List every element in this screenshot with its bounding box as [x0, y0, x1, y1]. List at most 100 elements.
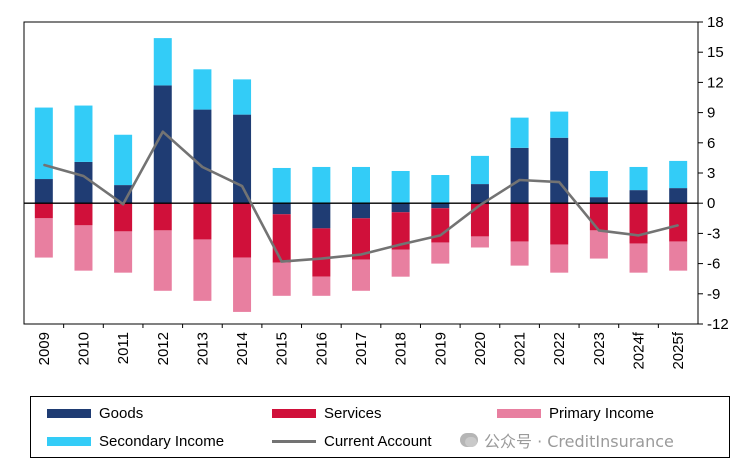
- point-current-account-2025f: [677, 224, 679, 227]
- x-tick-label-2025f: 2025f: [670, 331, 687, 369]
- bar-goods-2010: [74, 161, 93, 204]
- legend-swatch-services: [272, 408, 316, 418]
- bar-services-2012: [153, 203, 172, 231]
- point-current-account-2021: [518, 179, 521, 181]
- point-current-account-2019: [439, 234, 442, 237]
- bar-primary-income-2021: [510, 241, 529, 266]
- x-tick-label-2019: 2019: [432, 332, 449, 365]
- bar-services-2015: [272, 214, 291, 263]
- legend: Goods Services Primary Income Secondary …: [30, 396, 730, 458]
- bar-secondary-income-2015: [272, 167, 291, 204]
- bar-secondary-income-2010: [74, 105, 93, 162]
- bar-primary-income-2025f: [669, 241, 688, 271]
- y-tick-label-0: 0: [707, 195, 715, 212]
- bar-primary-income-2016: [312, 276, 331, 296]
- bar-primary-income-2023: [589, 230, 608, 259]
- bar-goods-2012: [153, 85, 172, 204]
- bar-secondary-income-2021: [510, 117, 529, 148]
- point-current-account-2022: [558, 181, 561, 183]
- bar-secondary-income-2012: [153, 38, 172, 86]
- x-tick-label-2013: 2013: [194, 332, 211, 365]
- bar-primary-income-2014: [233, 257, 252, 312]
- bar-goods-2013: [193, 109, 212, 204]
- bar-services-2011: [114, 203, 133, 232]
- bar-goods-2021: [510, 147, 529, 204]
- bar-secondary-income-2019: [431, 175, 450, 204]
- point-current-account-2017: [360, 253, 362, 256]
- bar-services-2023: [589, 203, 608, 231]
- point-current-account-2014: [241, 185, 243, 187]
- point-current-account-2016: [320, 257, 323, 260]
- bar-goods-2015: [272, 203, 291, 215]
- bar-primary-income-2019: [431, 242, 450, 264]
- bar-services-2009: [34, 203, 53, 219]
- bar-secondary-income-2023: [589, 170, 608, 198]
- bar-services-2014: [233, 203, 252, 258]
- bar-primary-income-2009: [34, 218, 53, 258]
- y-tick-label-12: 12: [707, 74, 724, 91]
- bar-secondary-income-2025f: [669, 160, 688, 189]
- point-current-account-2010: [82, 175, 85, 177]
- x-tick-label-2020: 2020: [472, 332, 489, 365]
- legend-swatch-current-account: [272, 439, 316, 443]
- legend-label-primary-income: Primary Income: [549, 404, 655, 422]
- bar-services-2019: [431, 208, 450, 243]
- x-tick-label-2017: 2017: [353, 332, 370, 365]
- x-tick-label-2015: 2015: [274, 332, 291, 365]
- legend-item-secondary-income: Secondary Income: [47, 430, 224, 452]
- bar-services-2018: [391, 212, 410, 250]
- x-tick-label-2010: 2010: [75, 332, 92, 365]
- x-tick-label-2018: 2018: [393, 332, 410, 365]
- bar-services-2022: [550, 203, 569, 245]
- point-current-account-2020: [479, 204, 481, 207]
- point-current-account-2015: [280, 260, 283, 263]
- bar-goods-2025f: [669, 188, 688, 204]
- bar-primary-income-2011: [114, 231, 133, 273]
- bar-goods-2022: [550, 137, 569, 204]
- bar-secondary-income-2022: [550, 111, 569, 138]
- x-tick-label-2014: 2014: [234, 332, 251, 365]
- bar-goods-2018: [391, 203, 410, 213]
- y-tick-label-3: 3: [707, 165, 715, 182]
- chart: 18 15 12 9 6 3 0 -3 -6 -9 -12 2009 2010 2011 2012 2013 2…: [23, 14, 729, 370]
- bar-secondary-income-2020: [470, 155, 489, 185]
- legend-label-goods: Goods: [99, 404, 144, 422]
- legend-item-primary-income: Primary Income: [497, 402, 654, 424]
- watermark-text: 公众号 · CreditInsurance: [484, 432, 674, 451]
- bar-services-2024f: [629, 203, 648, 244]
- bar-secondary-income-2011: [114, 134, 133, 186]
- legend-label-current-account: Current Account: [324, 432, 432, 450]
- legend-item-services: Services: [272, 402, 382, 424]
- bar-services-2021: [510, 203, 529, 242]
- bar-primary-income-2018: [391, 249, 410, 277]
- bar-goods-2016: [312, 203, 331, 229]
- x-tick-label-2011: 2011: [115, 332, 132, 364]
- bar-goods-2019: [431, 203, 450, 209]
- x-tick-label-2021: 2021: [512, 332, 529, 365]
- point-current-account-2024f: [637, 234, 640, 237]
- x-tick-label-2022: 2022: [551, 332, 568, 365]
- y-tick-label--12: -12: [707, 316, 729, 333]
- bar-services-2017: [352, 218, 370, 260]
- x-tick-label-2016: 2016: [313, 332, 330, 365]
- bar-services-2025f: [669, 203, 688, 242]
- bar-services-2016: [312, 228, 331, 277]
- bar-secondary-income-2024f: [629, 166, 648, 191]
- legend-item-goods: Goods: [47, 402, 143, 424]
- bar-primary-income-2017: [352, 259, 370, 291]
- bar-services-2013: [193, 203, 212, 240]
- bar-goods-2017: [352, 203, 370, 219]
- point-current-account-2013: [201, 166, 204, 168]
- x-tick-label-2024f: 2024f: [631, 331, 648, 369]
- bar-secondary-income-2016: [312, 166, 331, 204]
- bar-goods-2020: [470, 184, 489, 204]
- bar-primary-income-2015: [272, 262, 291, 296]
- bar-goods-2024f: [629, 190, 648, 204]
- bar-primary-income-2020: [470, 236, 489, 248]
- legend-swatch-goods: [47, 408, 91, 418]
- legend-label-secondary-income: Secondary Income: [99, 432, 225, 450]
- legend-label-services: Services: [324, 404, 382, 422]
- point-current-account-2012: [161, 130, 164, 133]
- bar-goods-2023: [589, 197, 608, 204]
- y-tick-label-6: 6: [707, 135, 715, 152]
